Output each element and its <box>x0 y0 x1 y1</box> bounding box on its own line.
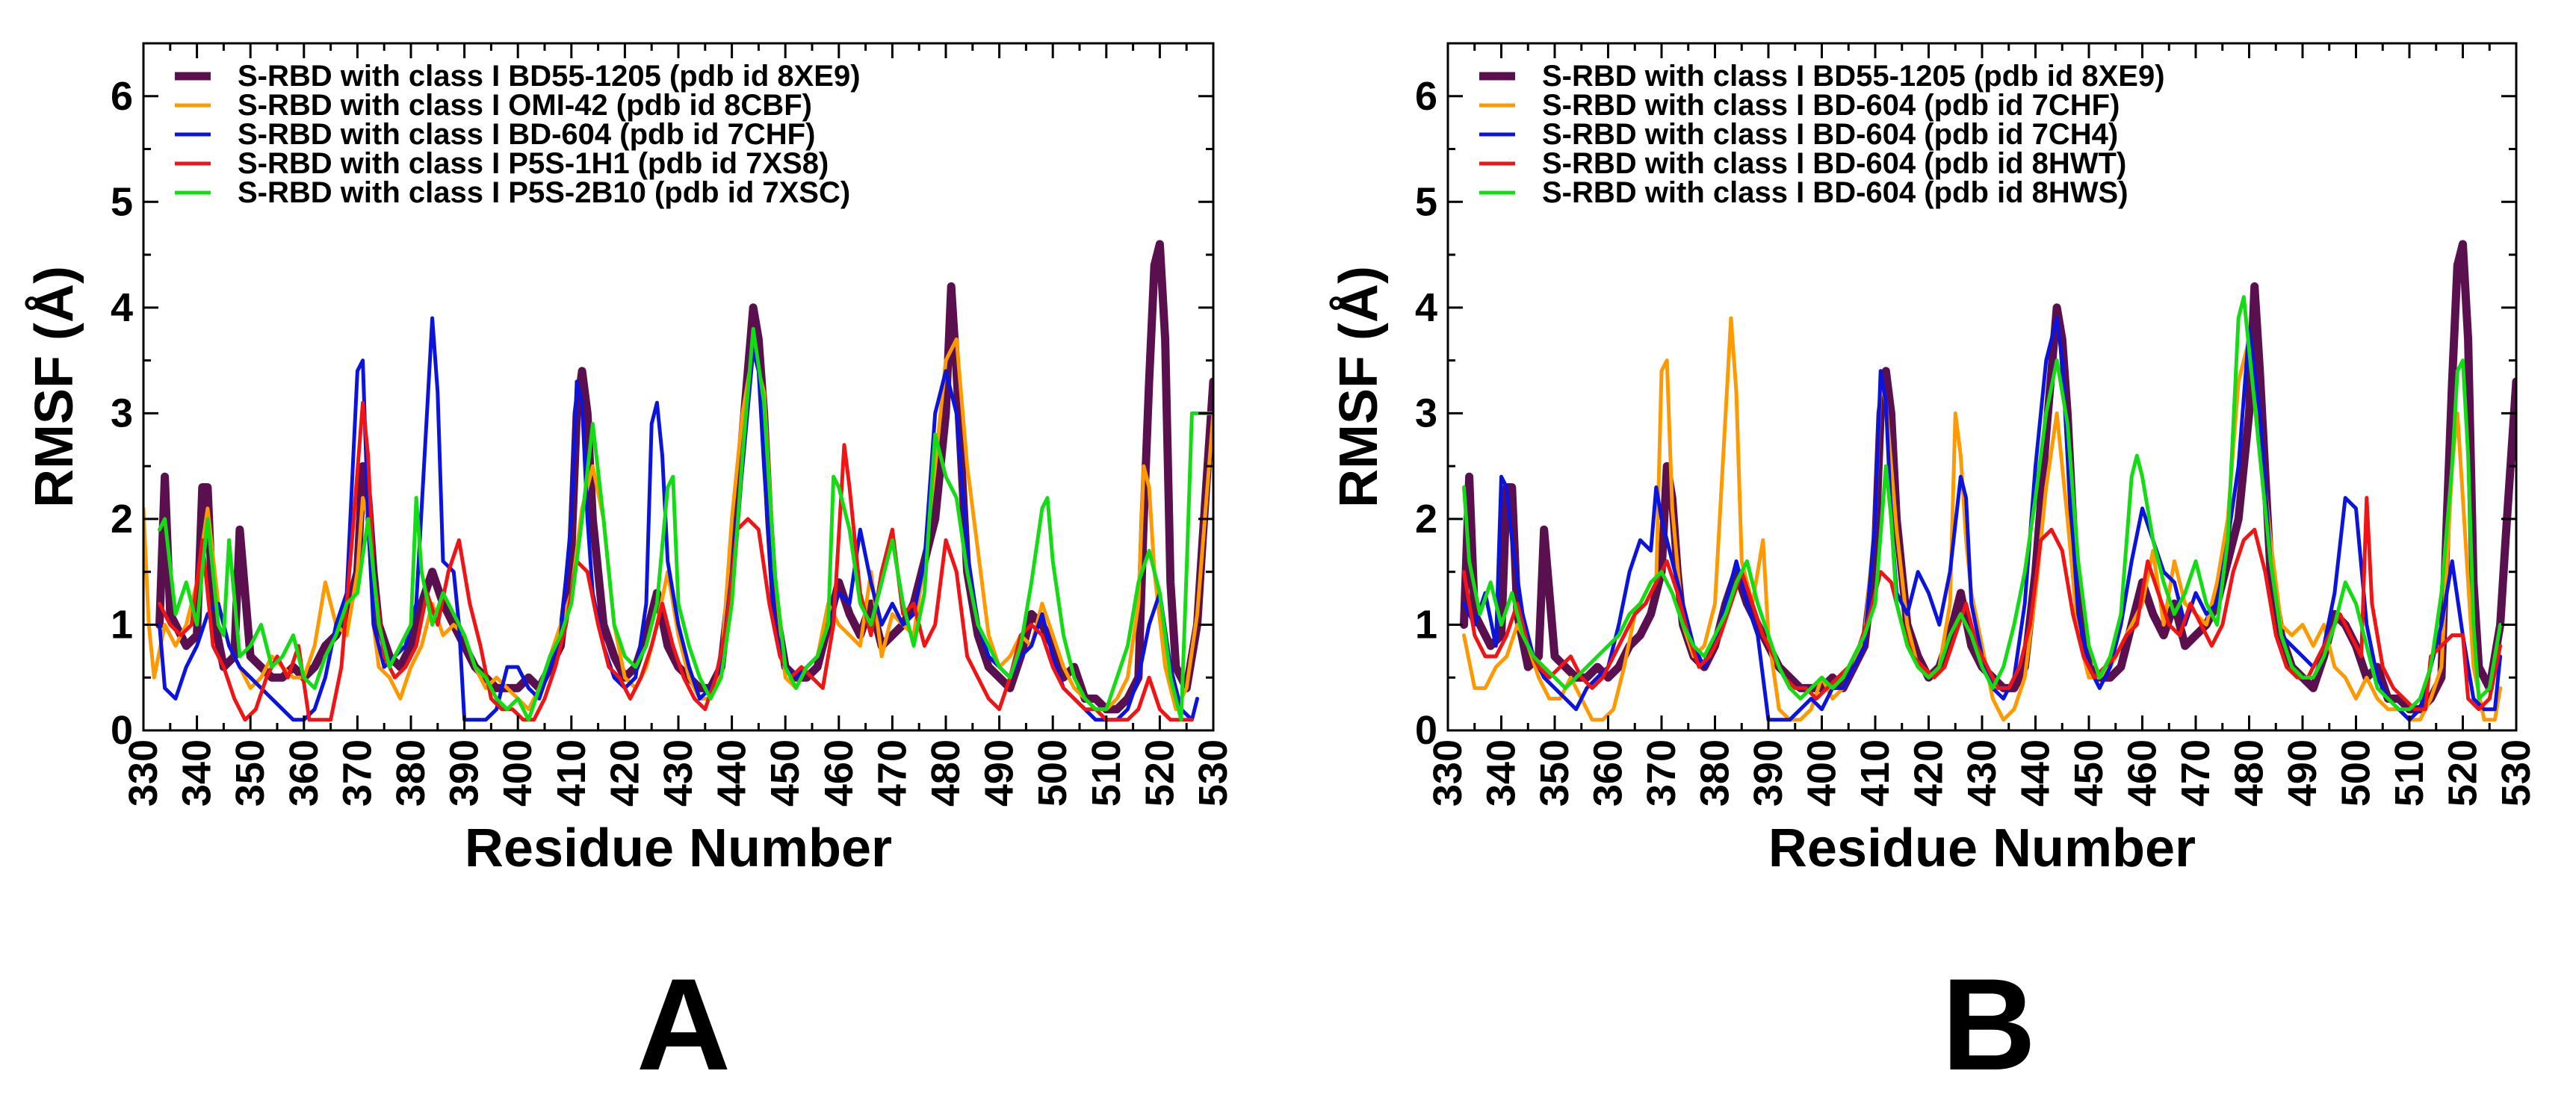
plot-area <box>143 240 1213 722</box>
legend-label-4: S-RBD with class I BD-604 (pdb id 8HWT) <box>1542 147 2126 180</box>
x-tick-label: 530 <box>2494 739 2539 807</box>
x-tick-label: 370 <box>1639 739 1684 807</box>
x-tick-label: 510 <box>1084 739 1129 807</box>
legend: S-RBD with class I BD55-1205 (pdb id 8XE… <box>1479 60 2165 209</box>
y-tick-label: 6 <box>111 74 133 119</box>
x-tick-label: 470 <box>2173 739 2218 807</box>
x-tick-label: 430 <box>1960 739 2004 807</box>
y-axis-label: RMSF (Å) <box>1329 266 1389 508</box>
x-tick-label: 340 <box>175 739 220 807</box>
x-tick-label: 430 <box>656 739 701 807</box>
x-axis-label: Residue Number <box>1768 819 2196 878</box>
x-tick-label: 500 <box>1030 739 1075 807</box>
x-tick-label: 480 <box>923 739 968 807</box>
x-tick-label: 520 <box>2441 739 2486 807</box>
x-tick-label: 350 <box>1532 739 1577 807</box>
legend-label-2: S-RBD with class I BD-604 (pdb id 7CHF) <box>1542 89 2120 122</box>
x-tick-label: 470 <box>870 739 914 807</box>
series-line-5 <box>158 326 1213 722</box>
chart-panel-b: 330 340 350 360 370 380 390 400 410 420 430 440 450 4… <box>1329 42 2539 1098</box>
y-axis-label: RMSF (Å) <box>25 266 84 508</box>
series-line-4 <box>1462 496 2503 712</box>
x-tick-label: 440 <box>2013 739 2058 807</box>
x-tick-label: 520 <box>1137 739 1182 807</box>
y-tick-label: 6 <box>1415 74 1437 119</box>
legend-label-3: S-RBD with class I BD-604 (pdb id 7CHF) <box>238 118 815 151</box>
y-tick-label: 3 <box>1415 391 1437 435</box>
y-tick-label: 1 <box>111 602 133 647</box>
x-tick-label: 450 <box>763 739 808 807</box>
x-tick-label: 380 <box>388 739 433 807</box>
legend-label-4: S-RBD with class I P5S-1H1 (pdb id 7XS8) <box>238 147 829 180</box>
y-tick-label: 3 <box>111 391 133 435</box>
y-tick-label: 5 <box>111 179 133 224</box>
y-tick-label: 4 <box>111 285 133 330</box>
x-tick-label: 400 <box>1800 739 1845 807</box>
x-tick-label: 390 <box>442 739 487 807</box>
x-tick-label: 410 <box>549 739 594 807</box>
x-tick-label: 340 <box>1479 739 1524 807</box>
y-tick-label: 4 <box>1415 285 1437 330</box>
x-tick-label: 480 <box>2227 739 2272 807</box>
legend-label-1: S-RBD with class I BD55-1205 (pdb id 8XE… <box>1542 60 2165 93</box>
y-tick-label: 0 <box>111 708 133 753</box>
y-tick-label: 5 <box>1415 179 1437 224</box>
y-tick-label: 0 <box>1415 708 1437 753</box>
x-tick-label: 330 <box>121 739 166 807</box>
y-tick-label: 2 <box>1415 497 1437 541</box>
x-tick-label: 330 <box>1425 739 1470 807</box>
y-tick-label: 2 <box>111 497 133 541</box>
legend-label-5: S-RBD with class I P5S-2B10 (pdb id 7XSC… <box>238 176 850 209</box>
x-tick-label: 530 <box>1191 739 1236 807</box>
legend-label-3: S-RBD with class I BD-604 (pdb id 7CH4) <box>1542 118 2118 151</box>
series-line-4 <box>158 400 1194 722</box>
series-line-5 <box>1462 295 2503 712</box>
x-tick-label: 460 <box>817 739 861 807</box>
x-tick-label: 370 <box>335 739 380 807</box>
panel-label: A <box>637 952 731 1098</box>
x-tick-label: 500 <box>2334 739 2379 807</box>
x-tick-label: 360 <box>282 739 326 807</box>
legend-label-5: S-RBD with class I BD-604 (pdb id 8HWS) <box>1542 176 2128 209</box>
x-tick-label: 390 <box>1746 739 1791 807</box>
chart-panel-a: 330 340 350 360 370 380 390 400 410 420 430 440 450 4… <box>25 42 1236 1098</box>
panel-label: B <box>1942 952 2036 1098</box>
x-tick-label: 420 <box>602 739 647 807</box>
x-tick-label: 420 <box>1907 739 1951 807</box>
x-tick-label: 460 <box>2120 739 2165 807</box>
x-tick-label: 450 <box>2066 739 2111 807</box>
x-axis-label: Residue Number <box>465 819 892 878</box>
y-tick-label: 1 <box>1415 602 1437 647</box>
legend: S-RBD with class I BD55-1205 (pdb id 8XE… <box>175 60 861 209</box>
x-tick-label: 350 <box>228 739 273 807</box>
x-tick-label: 490 <box>2280 739 2325 807</box>
x-tick-label: 410 <box>1853 739 1898 807</box>
x-tick-label: 490 <box>977 739 1022 807</box>
x-tick-label: 440 <box>710 739 755 807</box>
plot-area <box>1460 240 2516 722</box>
x-tick-label: 400 <box>495 739 540 807</box>
legend-label-2: S-RBD with class I OMI-42 (pdb id 8CBF) <box>238 89 812 122</box>
legend-label-1: S-RBD with class I BD55-1205 (pdb id 8XE… <box>238 60 861 93</box>
x-tick-label: 360 <box>1586 739 1631 807</box>
x-tick-label: 380 <box>1693 739 1738 807</box>
x-tick-label: 510 <box>2387 739 2432 807</box>
